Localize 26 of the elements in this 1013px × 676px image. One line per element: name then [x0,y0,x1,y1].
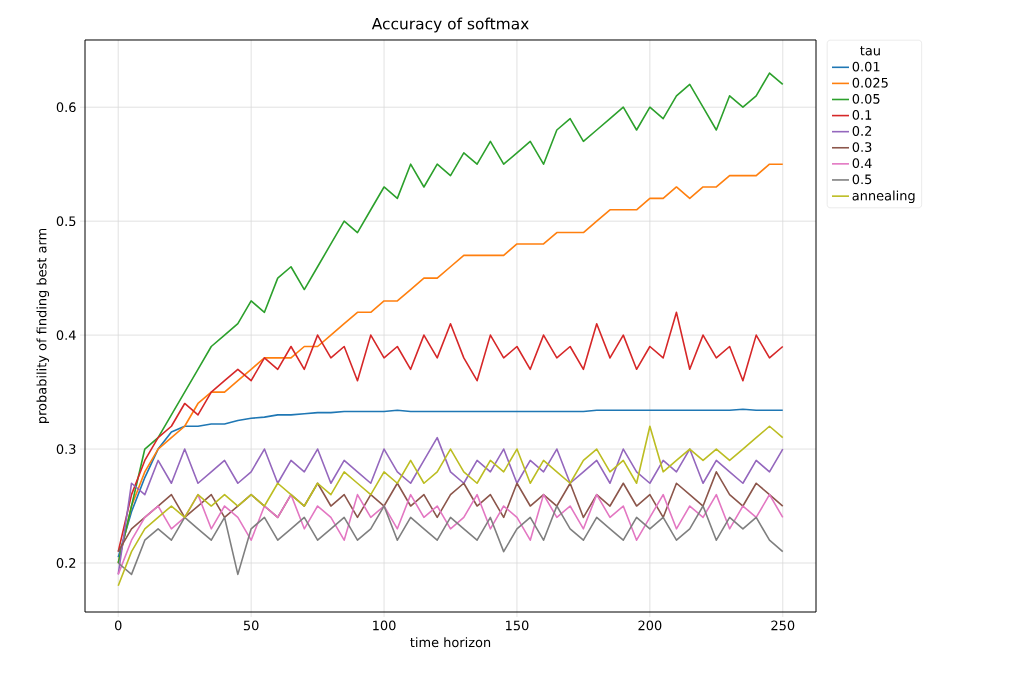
legend-label: 0.2 [852,126,872,136]
legend-label: 0.025 [852,77,888,88]
line-series [117,311,784,553]
y-tick-label: 0.4 [56,330,76,341]
legend-label: 0.5 [852,174,872,185]
x-tick-label: 150 [506,620,529,631]
y-tick-label: 0.2 [56,558,76,568]
x-tick-label: 50 [243,620,259,631]
legend-label: 0.1 [852,110,872,120]
legend-title: tau [860,46,880,56]
legend-label: 0.3 [852,142,872,153]
y-axis-title: probability of finding best arm [36,228,50,423]
y-tick-label: 0.6 [56,102,76,113]
legend-label: 0.4 [852,158,872,169]
legend-label: annealing [852,190,915,204]
x-tick-label: 0 [114,620,122,631]
chart-title: Accuracy of softmax [371,17,529,33]
x-tick-label: 250 [771,620,795,631]
legend-label: 0.01 [852,61,880,72]
line-series [117,72,784,564]
x-tick-label: 100 [373,620,396,631]
y-tick-label: 0.5 [56,216,76,227]
legend-label: 0.05 [852,93,880,104]
x-axis-title: time horizon [410,637,491,648]
y-tick-label: 0.3 [56,444,76,454]
x-tick-label: 200 [638,620,662,631]
